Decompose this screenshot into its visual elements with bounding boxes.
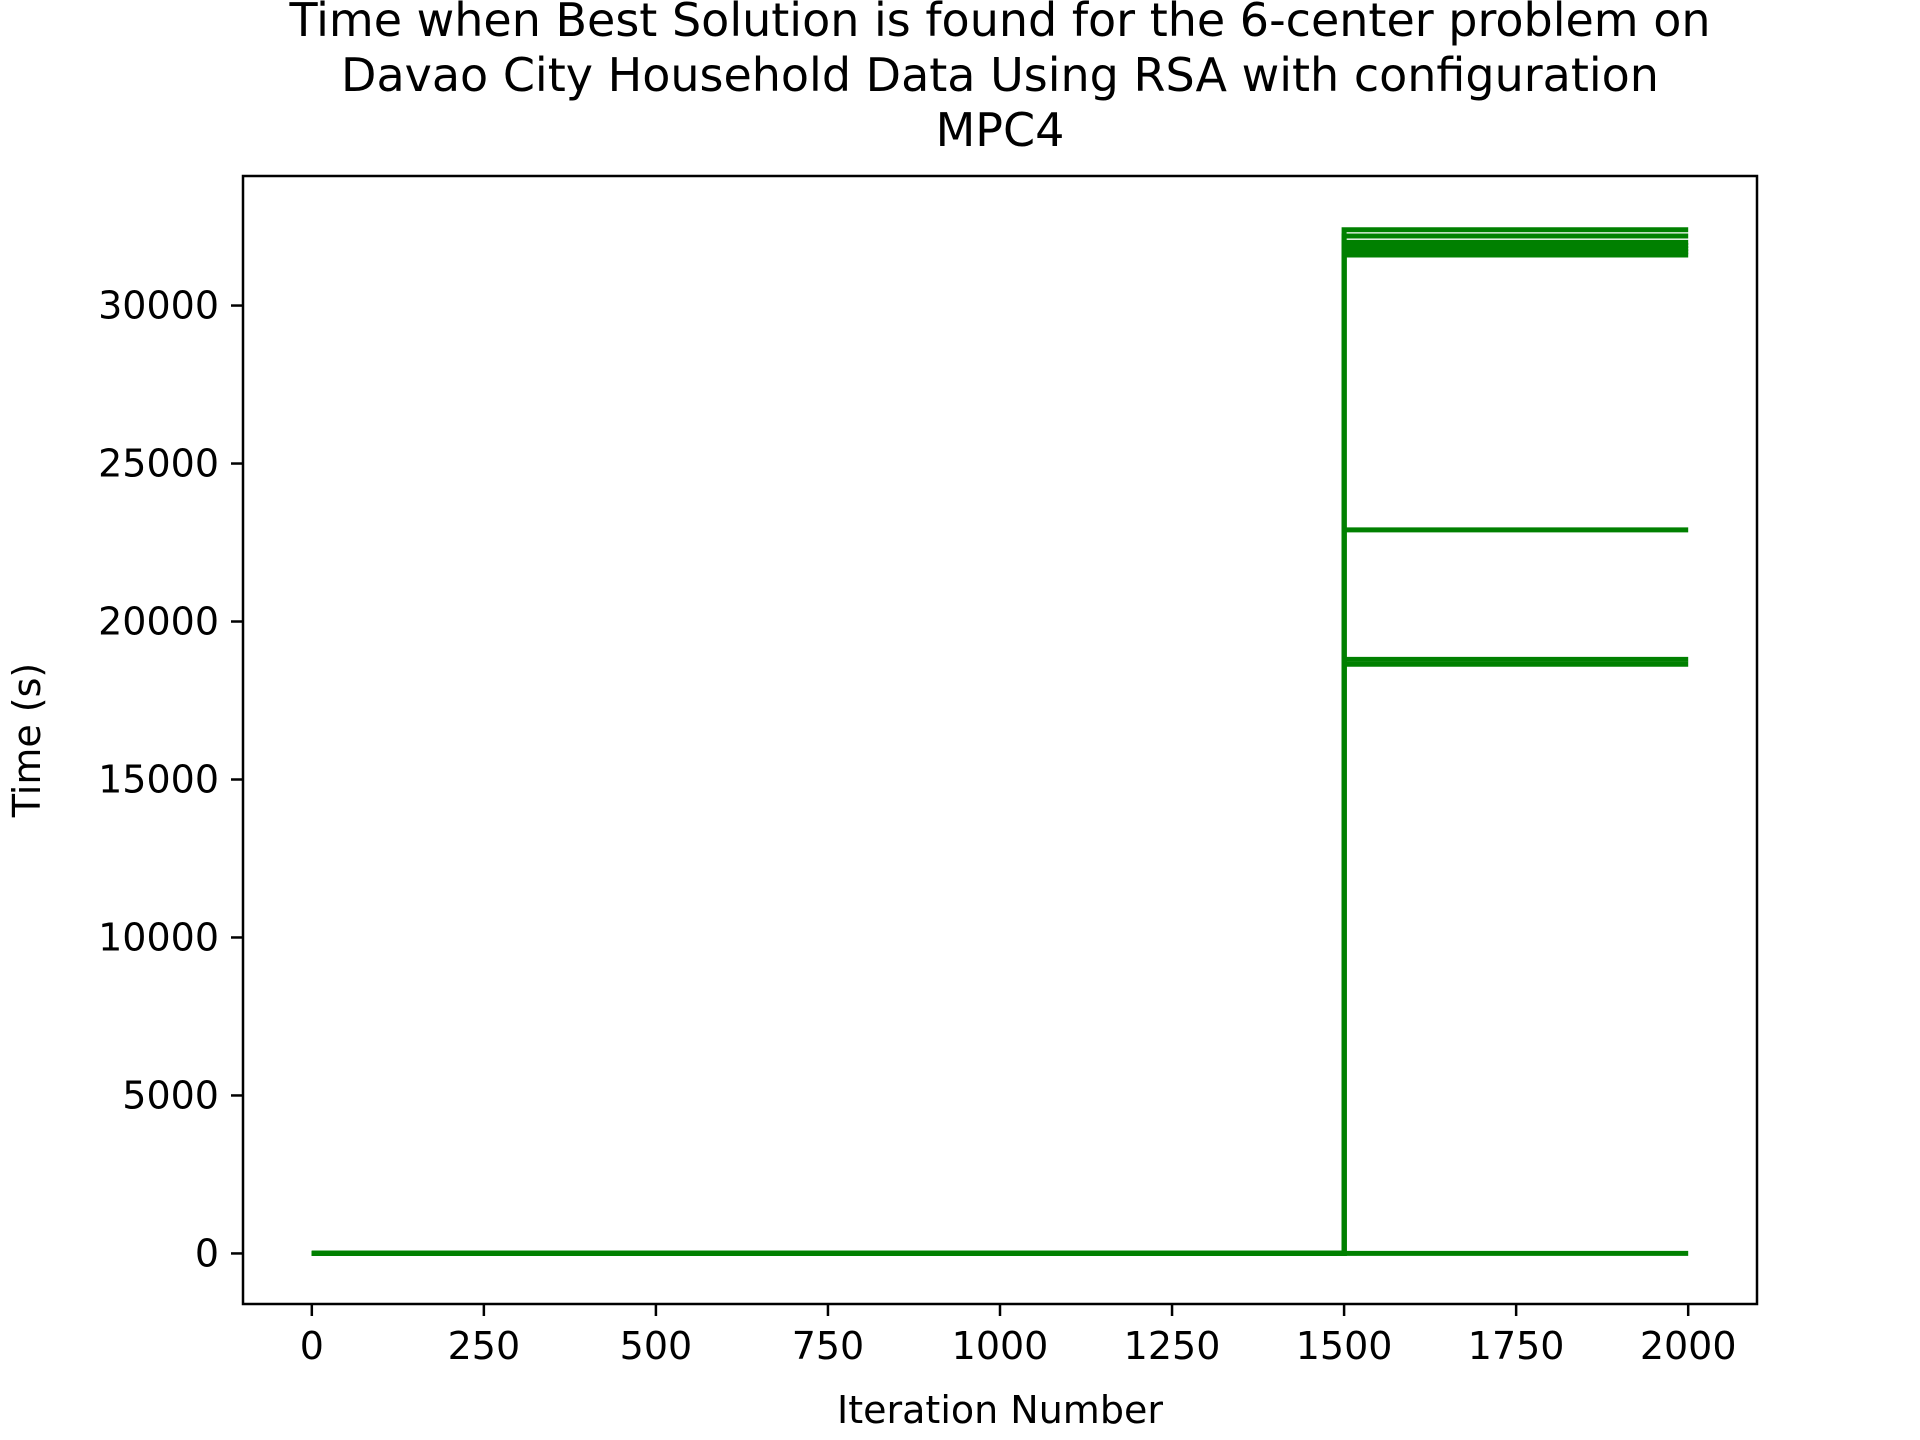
chart-title-line: Time when Best Solution is found for the… (288, 0, 1710, 47)
chart-title-line: Davao City Household Data Using RSA with… (341, 48, 1659, 102)
series-line (311, 243, 1689, 1256)
series-line (311, 527, 1689, 1256)
series-line (311, 233, 1689, 1256)
x-tick-label: 2000 (1640, 1324, 1737, 1368)
y-tick-label: 10000 (98, 915, 219, 959)
y-tick-label: 15000 (98, 757, 219, 801)
series-line (311, 239, 1689, 1256)
x-tick-label: 1000 (952, 1324, 1049, 1368)
y-tick-label: 5000 (122, 1073, 219, 1117)
plot-lines (311, 227, 1689, 1256)
x-axis: 0 250 500 750 1000 1250 1500 1750 2000 (300, 1304, 1737, 1368)
x-tick-label: 1500 (1296, 1324, 1393, 1368)
y-axis: 0 5000 10000 15000 20000 25000 30000 (98, 284, 243, 1275)
chart-title: Time when Best Solution is found for the… (288, 0, 1710, 157)
chart-title-line: MPC4 (936, 103, 1065, 157)
x-tick-label: 500 (620, 1324, 693, 1368)
series-line (311, 246, 1689, 1256)
series-line (311, 227, 1689, 1256)
y-tick-label: 0 (195, 1231, 219, 1275)
y-axis-label: Time (s) (5, 663, 49, 819)
x-axis-label: Iteration Number (837, 1388, 1163, 1432)
series-line (311, 249, 1689, 1256)
x-tick-label: 1750 (1468, 1324, 1565, 1368)
series-line (311, 656, 1689, 1256)
series-line (311, 252, 1689, 1256)
series-line (311, 661, 1689, 1256)
x-tick-label: 250 (448, 1324, 521, 1368)
x-tick-label: 0 (300, 1324, 324, 1368)
x-tick-label: 750 (792, 1324, 865, 1368)
y-tick-label: 30000 (98, 284, 219, 328)
y-tick-label: 20000 (98, 600, 219, 644)
plot-frame (241, 174, 1759, 1306)
x-tick-label: 1250 (1124, 1324, 1221, 1368)
y-tick-label: 25000 (98, 442, 219, 486)
